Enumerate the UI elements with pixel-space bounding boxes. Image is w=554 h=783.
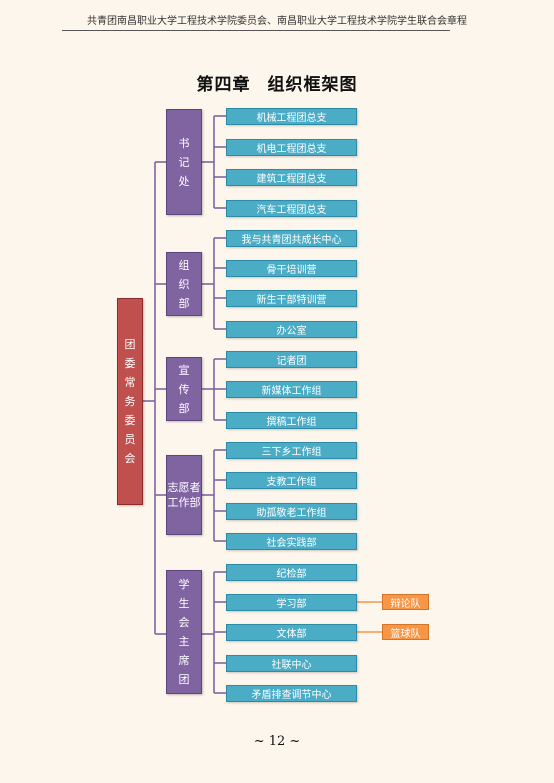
running-header: 共青团南昌职业大学工程技术学院委员会、南昌职业大学工程技术学院学生联合会章程 (87, 16, 467, 27)
root-label: 团委常务委员会 (124, 338, 136, 465)
item-node: 社联中心 (226, 655, 357, 672)
item-node: 汽车工程团总支 (226, 200, 357, 217)
item-node: 社会实践部 (226, 533, 357, 550)
item-node: 机电工程团总支 (226, 139, 357, 156)
dept-label: 组织部 (178, 258, 190, 310)
dept-node-secretariat: 书记处 (166, 109, 202, 215)
item-node: 三下乡工作组 (226, 442, 357, 459)
item-node: 我与共青团共成长中心 (226, 230, 357, 247)
dept-node-student-union-presidium: 学生会主席团 (166, 570, 202, 694)
dept-node-organization: 组织部 (166, 252, 202, 316)
dept-label: 学生会主席团 (178, 578, 190, 686)
dept-label: 书记处 (178, 136, 190, 188)
item-node: 机械工程团总支 (226, 108, 357, 125)
item-node: 办公室 (226, 321, 357, 338)
root-node-standing-committee: 团委常务委员会 (117, 298, 143, 505)
item-node: 新生干部特训营 (226, 290, 357, 307)
item-node: 建筑工程团总支 (226, 169, 357, 186)
item-node: 支教工作组 (226, 472, 357, 489)
item-node: 纪检部 (226, 564, 357, 581)
sub-node-basketball-team: 篮球队 (382, 624, 429, 640)
sub-node-debate-team: 辩论队 (382, 594, 429, 610)
item-node: 学习部 (226, 594, 357, 611)
item-node: 撰稿工作组 (226, 412, 357, 429)
item-node: 助孤敬老工作组 (226, 503, 357, 520)
item-node: 骨干培训营 (226, 260, 357, 277)
dept-node-publicity: 宣传部 (166, 357, 202, 421)
dept-label: 宣传部 (178, 363, 190, 415)
item-node: 文体部 (226, 624, 357, 641)
page-number: ~ 12 ~ (253, 734, 301, 749)
item-node: 记者团 (226, 351, 357, 368)
item-node: 新媒体工作组 (226, 381, 357, 398)
dept-label: 志愿者工作部 (167, 481, 201, 509)
dept-node-volunteer: 志愿者工作部 (166, 455, 202, 535)
header-rule (62, 30, 450, 31)
item-node: 矛盾排查调节中心 (226, 685, 357, 702)
chapter-title: 第四章 组织框架图 (196, 75, 358, 95)
